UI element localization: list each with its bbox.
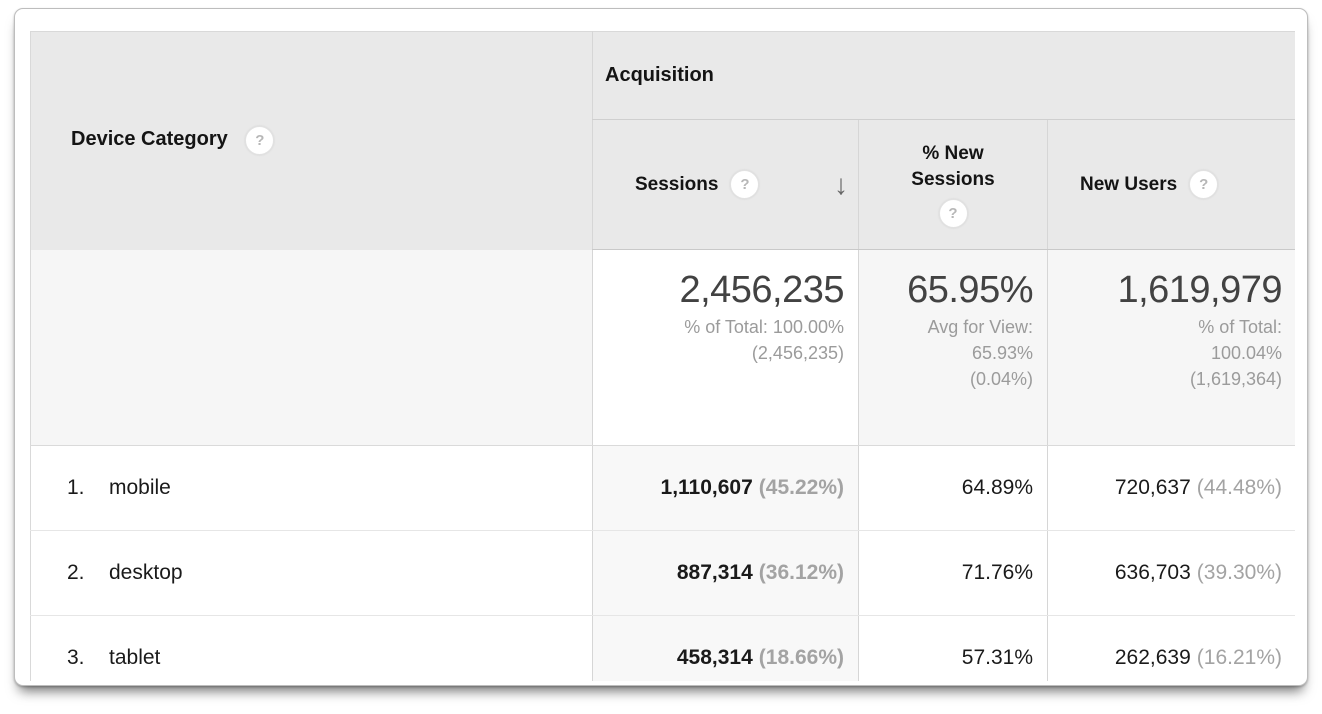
help-icon[interactable]: ? [938,199,968,228]
pct-new-sessions-avg: 65.95% [907,269,1033,311]
help-icon[interactable]: ? [1189,170,1219,199]
sessions-value: 458,314 [676,646,753,670]
help-icon[interactable]: ? [245,126,275,156]
sort-descending-icon[interactable]: ↓ [834,168,848,200]
row-rank: 3. [67,646,85,670]
new-users-value: 636,703 [1114,561,1191,584]
column-header-sessions[interactable]: Sessions ? ↓ [592,119,859,250]
metric-header-row: Sessions ? ↓ % New Sessions ? New Users … [31,119,1295,250]
column-header-device-category[interactable]: Device Category ? [30,31,593,250]
device-name: tablet [109,646,161,670]
summary-row: 2,456,235 % of Total: 100.00% (2,456,235… [30,249,1295,446]
sessions-percent: (45.22%) [758,476,844,499]
new-users-percent: (16.21%) [1196,646,1283,670]
device-name: mobile [109,476,171,499]
report-table-container: Device Category ? Acquisition Sessions ?… [30,31,1295,681]
acquisition-label: Acquisition [605,64,714,86]
new-users-value: 262,639 [1114,646,1191,670]
row-rank: 2. [67,561,85,584]
summary-sessions-cell: 2,456,235 % of Total: 100.00% (2,456,235… [592,249,859,446]
summary-new-users-cell: 1,619,979 % of Total: 100.04% (1,619,364… [1046,249,1295,446]
table-row-tablet: 3. tablet 458,314 (18.66%) 57.31% 262,639(… [30,615,1295,681]
device-name: desktop [109,561,183,584]
summary-pct-new-sessions-cell: 65.95% Avg for View: 65.93% (0.04%) [858,249,1048,446]
table-row-mobile: 1. mobile 1,110,607 (45.22%) 64.89% 720,63… [30,445,1295,531]
sessions-cell: 887,314 (36.12%) [592,530,859,616]
device-cell: 3. tablet [30,615,593,681]
sessions-percent: (18.66%) [758,646,844,670]
new-users-cell: 636,703 (39.30%) [1046,530,1295,616]
pct-new-sessions-cell: 71.76% [858,530,1048,616]
pct-new-sessions-note: 65.93% [971,343,1033,363]
new-users-note: (1,619,364) [1189,369,1283,389]
new-users-value: 720,637 [1114,476,1191,499]
group-header-row: Device Category ? Acquisition [30,31,1295,250]
sessions-value: 887,314 [676,561,753,584]
new-users-cell: 262,639 (16.21%) [1046,615,1295,681]
screenshot-frame: Device Category ? Acquisition Sessions ?… [14,8,1308,686]
new-users-note: % of Total: [1198,317,1283,337]
new-users-percent: (39.30%) [1196,561,1283,584]
sessions-value: 1,110,607 [660,476,753,499]
row-rank: 1. [67,476,85,499]
sessions-total-note: (2,456,235) [751,343,844,363]
group-header-acquisition[interactable]: Acquisition [591,31,1295,120]
new-users-percent: (44.48%) [1196,476,1283,499]
help-icon[interactable]: ? [730,170,760,199]
pct-new-sessions-value: 71.76% [961,561,1033,584]
device-cell: 2. desktop [30,530,593,616]
pct-new-sessions-note: (0.04%) [969,369,1033,389]
table-row-desktop: 2. desktop 887,314 (36.12%) 71.76% 636,703… [30,530,1295,616]
device-category-label: Device Category [71,128,228,151]
sessions-percent: (36.12%) [758,561,844,584]
sessions-label: Sessions [635,173,719,195]
pct-new-sessions-value: 57.31% [961,646,1033,670]
device-cell: 1. mobile [30,445,593,531]
analytics-data-table: Device Category ? Acquisition Sessions ?… [30,31,1295,681]
sessions-total-note: % of Total: 100.00% [684,317,844,337]
new-users-note: 100.04% [1210,343,1283,363]
pct-new-sessions-note: Avg for View: [927,317,1033,337]
pct-new-sessions-cell: 64.89% [858,445,1048,531]
sessions-cell: 458,314 (18.66%) [592,615,859,681]
pct-new-sessions-value: 64.89% [961,476,1033,499]
sessions-cell: 1,110,607 (45.22%) [592,445,859,531]
new-users-total: 1,619,979 [1117,269,1283,311]
pct-new-sessions-cell: 57.31% [858,615,1048,681]
column-header-pct-new-sessions[interactable]: % New Sessions ? [858,119,1048,250]
new-users-cell: 720,637 (44.48%) [1046,445,1295,531]
new-users-label: New Users [1080,173,1178,195]
sessions-total: 2,456,235 [679,269,844,311]
summary-dimension-cell [30,249,593,446]
column-header-new-users[interactable]: New Users ? [1046,119,1295,250]
pct-new-sessions-label: % New Sessions [911,143,995,190]
